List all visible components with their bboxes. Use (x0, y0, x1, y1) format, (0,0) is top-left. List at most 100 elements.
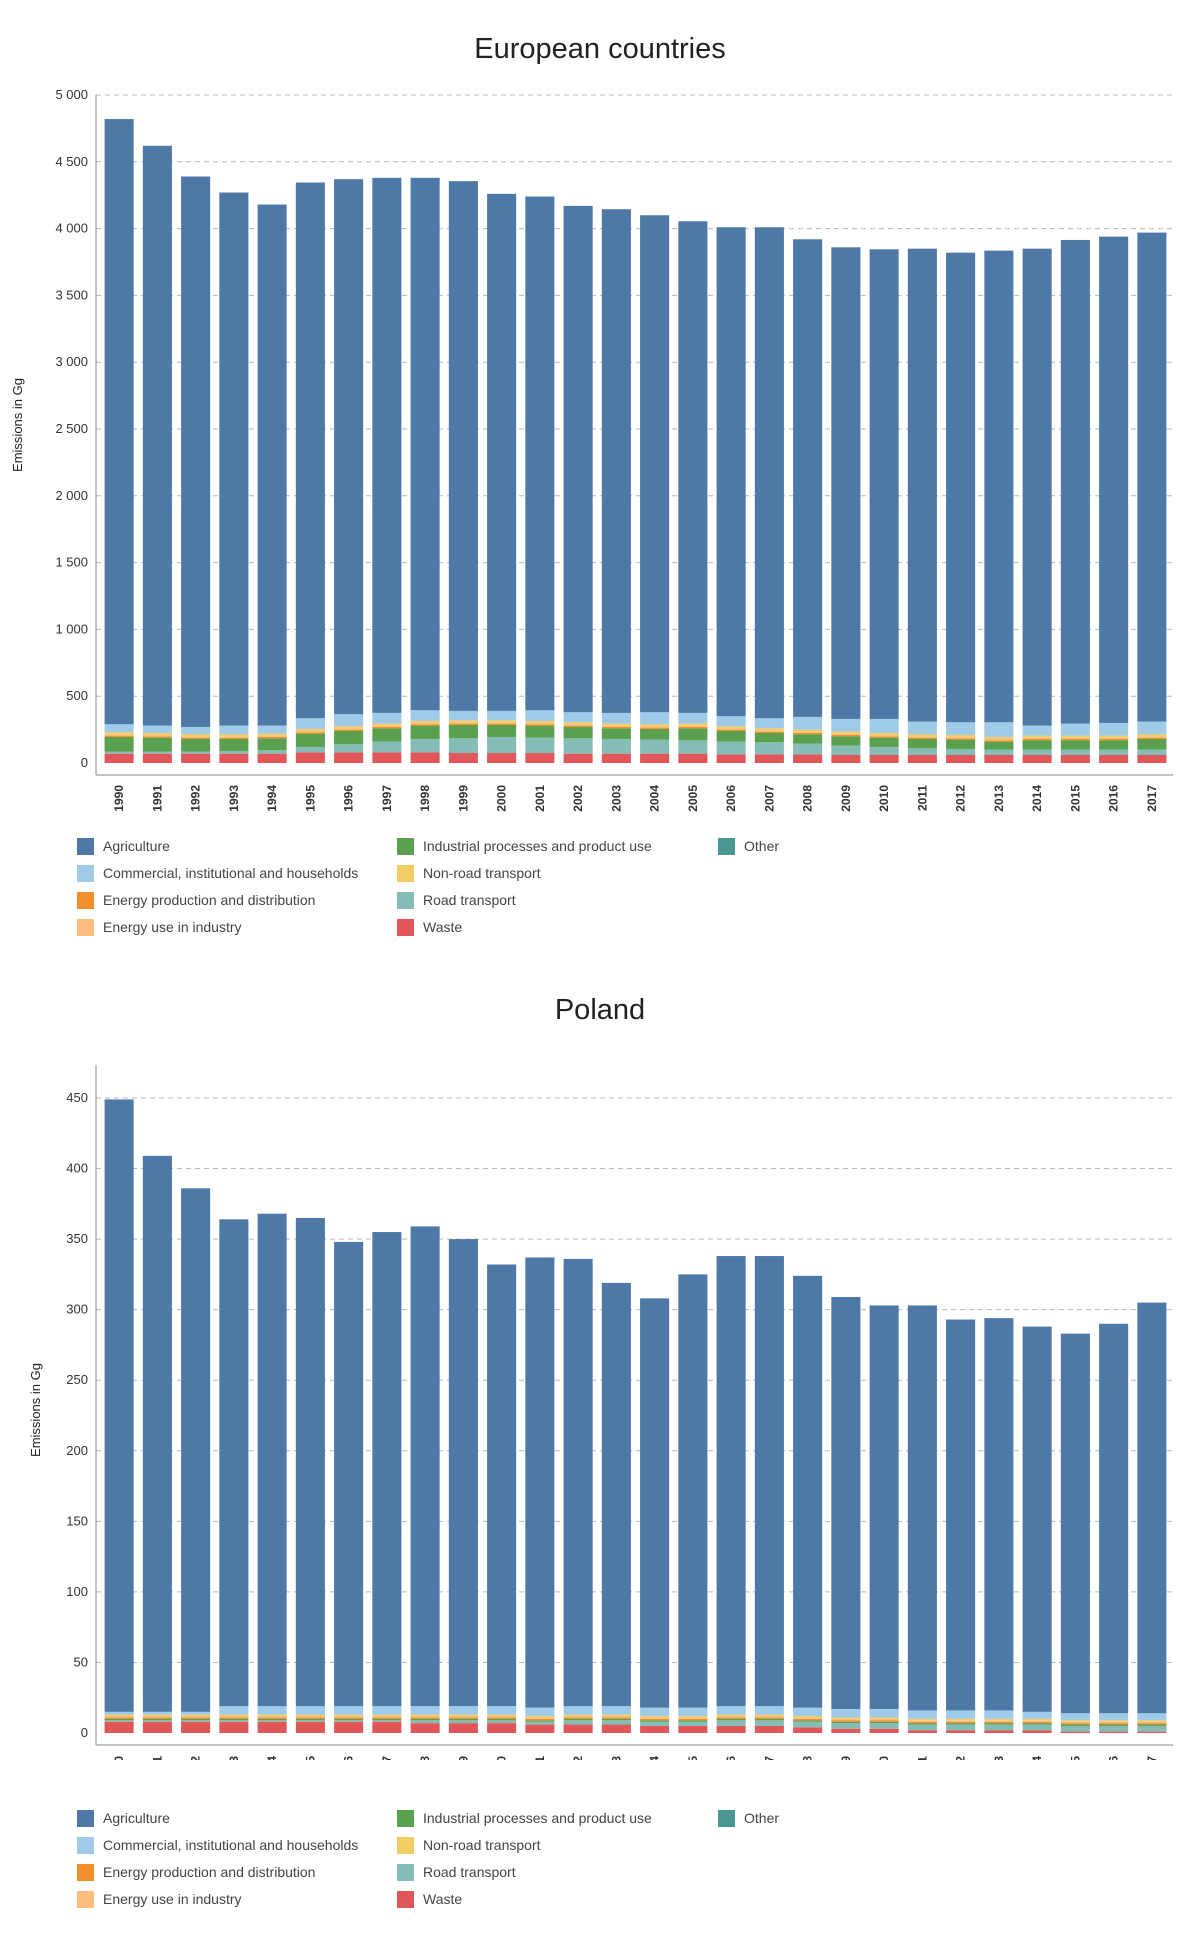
bar-segment (984, 250, 1014, 723)
bar-segment (487, 1264, 517, 1707)
bar-segment (257, 725, 287, 734)
bar-segment (142, 734, 172, 737)
bar-segment (1022, 725, 1052, 736)
bar-segment (525, 1718, 555, 1721)
x-tick-label: 2017 (1145, 1756, 1159, 1760)
bar-segment (1137, 1713, 1167, 1721)
bar-segment (831, 734, 861, 737)
bar-segment (946, 1718, 976, 1721)
bar-segment (907, 754, 937, 763)
bar-segment (372, 741, 402, 753)
bar-segment (257, 735, 287, 737)
bar-segment (907, 736, 937, 738)
bar-segment (601, 753, 631, 763)
bar-segment (601, 725, 631, 727)
x-tick-label: 2002 (571, 1756, 585, 1760)
bar-segment (984, 1720, 1014, 1722)
bar-segment (678, 712, 708, 724)
bar-segment (793, 1727, 823, 1733)
bar-segment (448, 710, 478, 721)
bar-segment (640, 215, 670, 713)
bar-segment (1099, 735, 1129, 738)
x-tick-label: 2009 (839, 1756, 853, 1760)
bar-segment (984, 722, 1014, 737)
bar-segment (869, 732, 899, 735)
bar-segment (754, 1720, 784, 1726)
bar-segment (487, 720, 517, 723)
bar-segment (601, 738, 631, 754)
bar-segment (601, 723, 631, 726)
bar-segment (678, 1725, 708, 1733)
bar-segment (869, 734, 899, 737)
bar-segment (793, 1721, 823, 1728)
bar-segment (257, 736, 287, 739)
bar-segment (1022, 1720, 1052, 1722)
bar-segment (181, 1718, 211, 1721)
bar-segment (831, 718, 861, 732)
bar-segment (219, 1219, 249, 1707)
bar-segment (1022, 1711, 1052, 1719)
bar-chart-poland: 0 50 100 150 200 250 300 350 400 450 Emissions in … (28, 1065, 1173, 1760)
bar-segment (525, 1717, 555, 1719)
bar-segment (219, 1714, 249, 1717)
bar-segment (334, 1718, 364, 1721)
bar-segment (1099, 236, 1129, 723)
legend-label: Commercial, institutional and households (103, 865, 359, 881)
bar-segment (104, 1717, 134, 1719)
bar-segment (142, 751, 172, 754)
bar-segment (793, 732, 823, 735)
bar-segment (1137, 1721, 1167, 1724)
bar-segment (563, 1720, 593, 1725)
bar-segment (334, 752, 364, 763)
bar-segment (372, 712, 402, 724)
bar-segment (1060, 740, 1090, 750)
bar-segment (142, 737, 172, 752)
bar-segment (334, 730, 364, 745)
bar-segment (563, 1718, 593, 1721)
bar-segment (678, 221, 708, 713)
x-tick-label: 2012 (954, 1756, 968, 1760)
bar-segment (831, 1720, 861, 1722)
bar-segment (334, 1241, 364, 1707)
bar-segment (946, 1720, 976, 1722)
bar-segment (448, 722, 478, 724)
legend-swatch (397, 865, 414, 882)
legend-label: Non-road transport (423, 865, 541, 881)
bar-segment (793, 716, 823, 730)
bar-segment (181, 1721, 211, 1733)
bar-segment (831, 1723, 861, 1729)
bar-segment (334, 744, 364, 753)
bar-segment (372, 752, 402, 763)
bar-segment (334, 714, 364, 727)
bar-segment (525, 737, 555, 753)
bar-segment (257, 1720, 287, 1722)
bar-segment (525, 196, 555, 711)
bar-segment (334, 179, 364, 715)
bar-segment (563, 722, 593, 725)
bar-segment (869, 746, 899, 755)
bar-segment (448, 1239, 478, 1707)
bar-segment (1099, 754, 1129, 763)
bar-segment (372, 726, 402, 729)
bar-segment (142, 753, 172, 763)
bar-segment (295, 1716, 325, 1718)
bar-segment (181, 1711, 211, 1715)
bar-segment (716, 1716, 746, 1718)
bar-segment (1022, 1730, 1052, 1733)
y-tick-label: 1 000 (55, 621, 88, 636)
bar-segment (869, 1709, 899, 1718)
bar-segment (793, 731, 823, 733)
bar-segment (869, 249, 899, 719)
legend-swatch (77, 919, 94, 936)
bar-segment (640, 1716, 670, 1718)
bar-segment (1099, 1725, 1129, 1732)
bar-segment (487, 710, 517, 721)
x-tick-label: 1991 (150, 785, 164, 812)
bar-segment (295, 730, 325, 733)
legend-swatch (397, 1864, 414, 1881)
y-tick-label: 4 000 (55, 221, 88, 236)
bar-segment (142, 1718, 172, 1721)
bar-segment (219, 1720, 249, 1722)
bar-segment (946, 1730, 976, 1733)
bar-segment (410, 1716, 440, 1718)
